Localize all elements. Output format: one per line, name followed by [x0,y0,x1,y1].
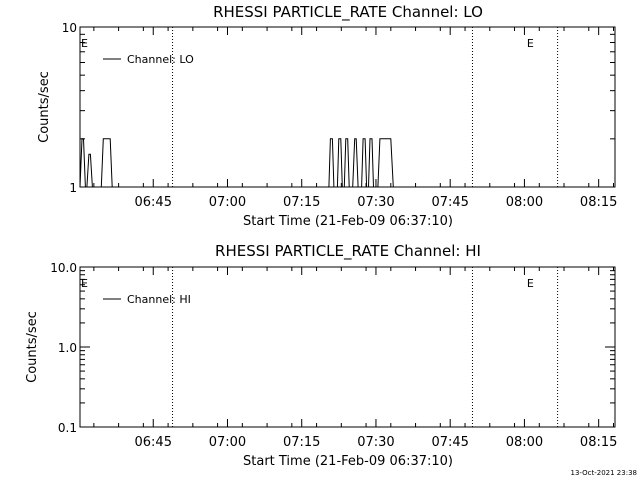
panel-hi-x-tick-label: 07:30 [357,435,394,450]
panel-lo-x-tick-label: 08:15 [580,195,617,210]
panel-lo-x-tick-label: 07:15 [283,195,320,210]
panel-lo-x-tick-label: 06:45 [135,195,172,210]
panel-lo-xlabel: Start Time (21-Feb-09 06:37:10) [243,214,453,229]
panel-lo-x-tick-label: 08:00 [506,195,543,210]
panel-lo-frame [79,26,616,188]
panel-hi-y-tick-label: 10.0 [50,261,77,275]
panel-hi-x-tick-label: 06:45 [135,435,172,450]
panel-hi-x-tick-label: 08:15 [580,435,617,450]
panel-hi-x-tick-label: 07:15 [283,435,320,450]
panel-hi-legend: Channel: HI [103,293,191,306]
panel-lo-title: RHESSI PARTICLE_RATE Channel: LO [213,3,483,22]
panel-lo-legend: Channel: LO [103,53,194,66]
panel-hi-title: RHESSI PARTICLE_RATE Channel: HI [215,242,481,261]
panel-lo-event-marker: E [527,37,534,50]
panel-lo-y-tick-label: 1 [69,181,77,195]
panel-hi-y-tick-label: 1.0 [58,341,77,355]
panel-lo-x-tick-label: 07:00 [209,195,246,210]
panel-hi-xlabel: Start Time (21-Feb-09 06:37:10) [243,454,453,469]
panel-hi-event-marker: E [527,277,534,290]
panel-hi-legend-label: Channel: HI [127,293,191,306]
panel-hi-event-marker: E [81,277,88,290]
panel-lo-x-tick-label: 07:45 [431,195,468,210]
footer-timestamp: 13-Oct-2021 23:38 [571,469,637,477]
panel-lo-series-line [79,138,394,188]
panel-lo-y-tick-label: 10 [62,21,77,35]
panel-hi-y-tick-label: 0.1 [58,421,77,435]
panel-lo-event-marker: E [81,37,88,50]
panel-hi-ylabel: Counts/sec [25,311,40,383]
panel-hi-x-tick-label: 08:00 [506,435,543,450]
panel-lo-ylabel: Counts/sec [37,71,52,143]
panel-lo-x-tick-label: 07:30 [357,195,394,210]
panel-hi-x-tick-label: 07:45 [431,435,468,450]
panel-lo-legend-label: Channel: LO [127,53,194,66]
panel-hi-x-tick-label: 07:00 [209,435,246,450]
